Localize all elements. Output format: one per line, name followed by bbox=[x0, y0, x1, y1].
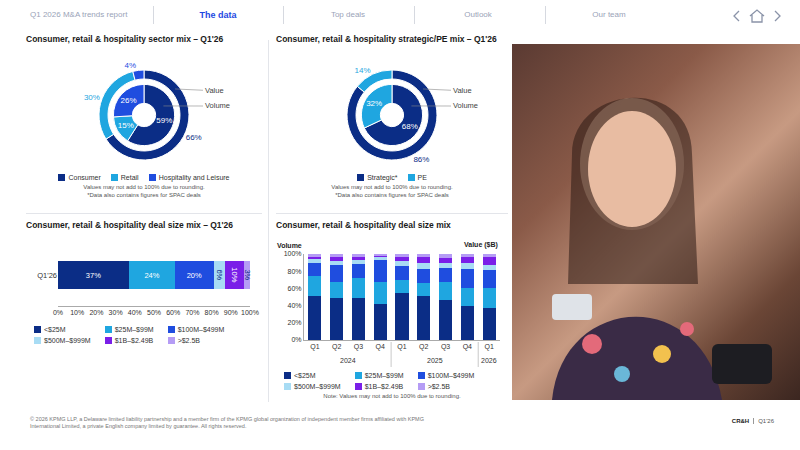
svg-text:86%: 86% bbox=[413, 155, 429, 164]
html-text:Values may not add to 100% due: Values may not add to 100% due to roundi… bbox=[83, 184, 205, 190]
svg-text:66%: 66% bbox=[186, 133, 202, 142]
svg-text:0%: 0% bbox=[53, 309, 63, 316]
svg-text:60%: 60% bbox=[166, 309, 180, 316]
svg-text:10%: 10% bbox=[230, 267, 239, 282]
svg-text:90%: 90% bbox=[224, 309, 238, 316]
svg-text:100%: 100% bbox=[284, 250, 302, 257]
html-text:Consumer, retail & hospitality: Consumer, retail & hospitality deal size… bbox=[26, 220, 233, 230]
svg-text:20%: 20% bbox=[288, 319, 302, 326]
html-text:>$2.5B: >$2.5B bbox=[427, 383, 450, 390]
html-text:$25M–$99M: $25M–$99M bbox=[364, 372, 404, 379]
svg-text:Volume: Volume bbox=[277, 242, 302, 249]
svg-text:30%: 30% bbox=[84, 93, 100, 102]
html-text:$1B–$2.49B: $1B–$2.49B bbox=[114, 337, 154, 344]
svg-text:Value: Value bbox=[453, 86, 472, 95]
html-text:Retail: Retail bbox=[120, 174, 139, 181]
html-text:Our team: Our team bbox=[592, 10, 626, 19]
svg-text:40%: 40% bbox=[288, 302, 302, 309]
svg-text:40%: 40% bbox=[128, 309, 142, 316]
svg-text:14%: 14% bbox=[355, 66, 371, 75]
svg-text:68%: 68% bbox=[402, 122, 418, 131]
svg-text:24%: 24% bbox=[144, 271, 159, 280]
svg-text:10%: 10% bbox=[70, 309, 84, 316]
svg-text:100%: 100% bbox=[241, 309, 259, 316]
svg-text:Value ($B): Value ($B) bbox=[464, 241, 498, 249]
svg-text:Q1: Q1 bbox=[397, 343, 406, 351]
html-text:<$25M: <$25M bbox=[294, 372, 316, 379]
svg-text:26%: 26% bbox=[121, 96, 137, 105]
svg-text:Q3: Q3 bbox=[354, 343, 363, 351]
html-text:Consumer: Consumer bbox=[68, 174, 101, 181]
html-text:Strategic*: Strategic* bbox=[367, 174, 398, 181]
svg-text:Volume: Volume bbox=[453, 101, 478, 110]
html-text:Note: Values may not add to 10: Note: Values may not add to 100% due to … bbox=[323, 393, 461, 399]
svg-text:Q1'26: Q1'26 bbox=[37, 271, 57, 280]
svg-text:2026: 2026 bbox=[481, 357, 497, 364]
html-text:$100M–$499M: $100M–$499M bbox=[177, 326, 225, 333]
svg-text:Q4: Q4 bbox=[376, 343, 385, 351]
svg-text:Q2: Q2 bbox=[419, 343, 428, 351]
svg-text:59%: 59% bbox=[156, 116, 172, 125]
html-text:<$25M: <$25M bbox=[44, 326, 66, 333]
html-text:$1B–$2.49B: $1B–$2.49B bbox=[364, 383, 404, 390]
svg-text:Q1: Q1 bbox=[310, 343, 319, 351]
svg-text:20%: 20% bbox=[89, 309, 103, 316]
svg-text:80%: 80% bbox=[288, 268, 302, 275]
html-text:*Data also contains figures fo: *Data also contains figures for SPAC dea… bbox=[87, 192, 201, 198]
svg-text:Volume: Volume bbox=[205, 101, 230, 110]
html-text:Hospitality and Leisure: Hospitality and Leisure bbox=[158, 174, 230, 181]
html-text:$100M–$499M: $100M–$499M bbox=[427, 372, 475, 379]
svg-text:2025: 2025 bbox=[427, 357, 443, 364]
svg-text:15%: 15% bbox=[118, 121, 134, 130]
svg-text:Value: Value bbox=[205, 86, 224, 95]
html-text:© 2026 KPMG LLP, a Delaware li: © 2026 KPMG LLP, a Delaware limited liab… bbox=[30, 416, 424, 429]
html-text:$25M–$99M: $25M–$99M bbox=[114, 326, 154, 333]
svg-text:3%: 3% bbox=[243, 269, 252, 280]
html-text:*Data also contains figures fo: *Data also contains figures for SPAC dea… bbox=[335, 192, 449, 198]
html-text:Values may not add to 100% due: Values may not add to 100% due to roundi… bbox=[331, 184, 453, 190]
html-text:>$2.5B: >$2.5B bbox=[177, 337, 200, 344]
svg-text:Q2: Q2 bbox=[332, 343, 341, 351]
svg-text:80%: 80% bbox=[205, 309, 219, 316]
html-text:$500M–$999M: $500M–$999M bbox=[294, 383, 341, 390]
svg-text:Q1: Q1 bbox=[484, 343, 493, 351]
html-text:$500M–$999M: $500M–$999M bbox=[44, 337, 91, 344]
svg-text:60%: 60% bbox=[288, 285, 302, 292]
svg-text:2024: 2024 bbox=[340, 357, 356, 364]
svg-text:Q3: Q3 bbox=[441, 343, 450, 351]
svg-text:0%: 0% bbox=[291, 336, 301, 343]
svg-text:50%: 50% bbox=[147, 309, 161, 316]
html-text:PE: PE bbox=[417, 174, 427, 181]
svg-text:6%: 6% bbox=[215, 269, 224, 280]
html-text:Q1 2026 M&A trends report: Q1 2026 M&A trends report bbox=[30, 10, 128, 19]
svg-text:Q4: Q4 bbox=[463, 343, 472, 351]
html-text:Consumer, retail & hospitality: Consumer, retail & hospitality deal size… bbox=[276, 220, 451, 230]
svg-text:30%: 30% bbox=[109, 309, 123, 316]
html-text:Outlook: Outlook bbox=[464, 10, 492, 19]
svg-text:20%: 20% bbox=[187, 271, 202, 280]
html-text:Top deals: Top deals bbox=[330, 10, 366, 19]
html-text:The data: The data bbox=[199, 10, 237, 20]
html-text:CR&H: CR&H bbox=[731, 418, 750, 424]
svg-text:37%: 37% bbox=[86, 271, 101, 280]
svg-text:4%: 4% bbox=[125, 61, 137, 70]
html-text:Q1'26: Q1'26 bbox=[758, 418, 774, 424]
svg-text:32%: 32% bbox=[366, 99, 382, 108]
svg-text:70%: 70% bbox=[185, 309, 199, 316]
html-text:Consumer, retail & hospitality: Consumer, retail & hospitality strategic… bbox=[276, 34, 497, 44]
html-text:Consumer, retail & hospitality: Consumer, retail & hospitality sector mi… bbox=[26, 34, 224, 44]
